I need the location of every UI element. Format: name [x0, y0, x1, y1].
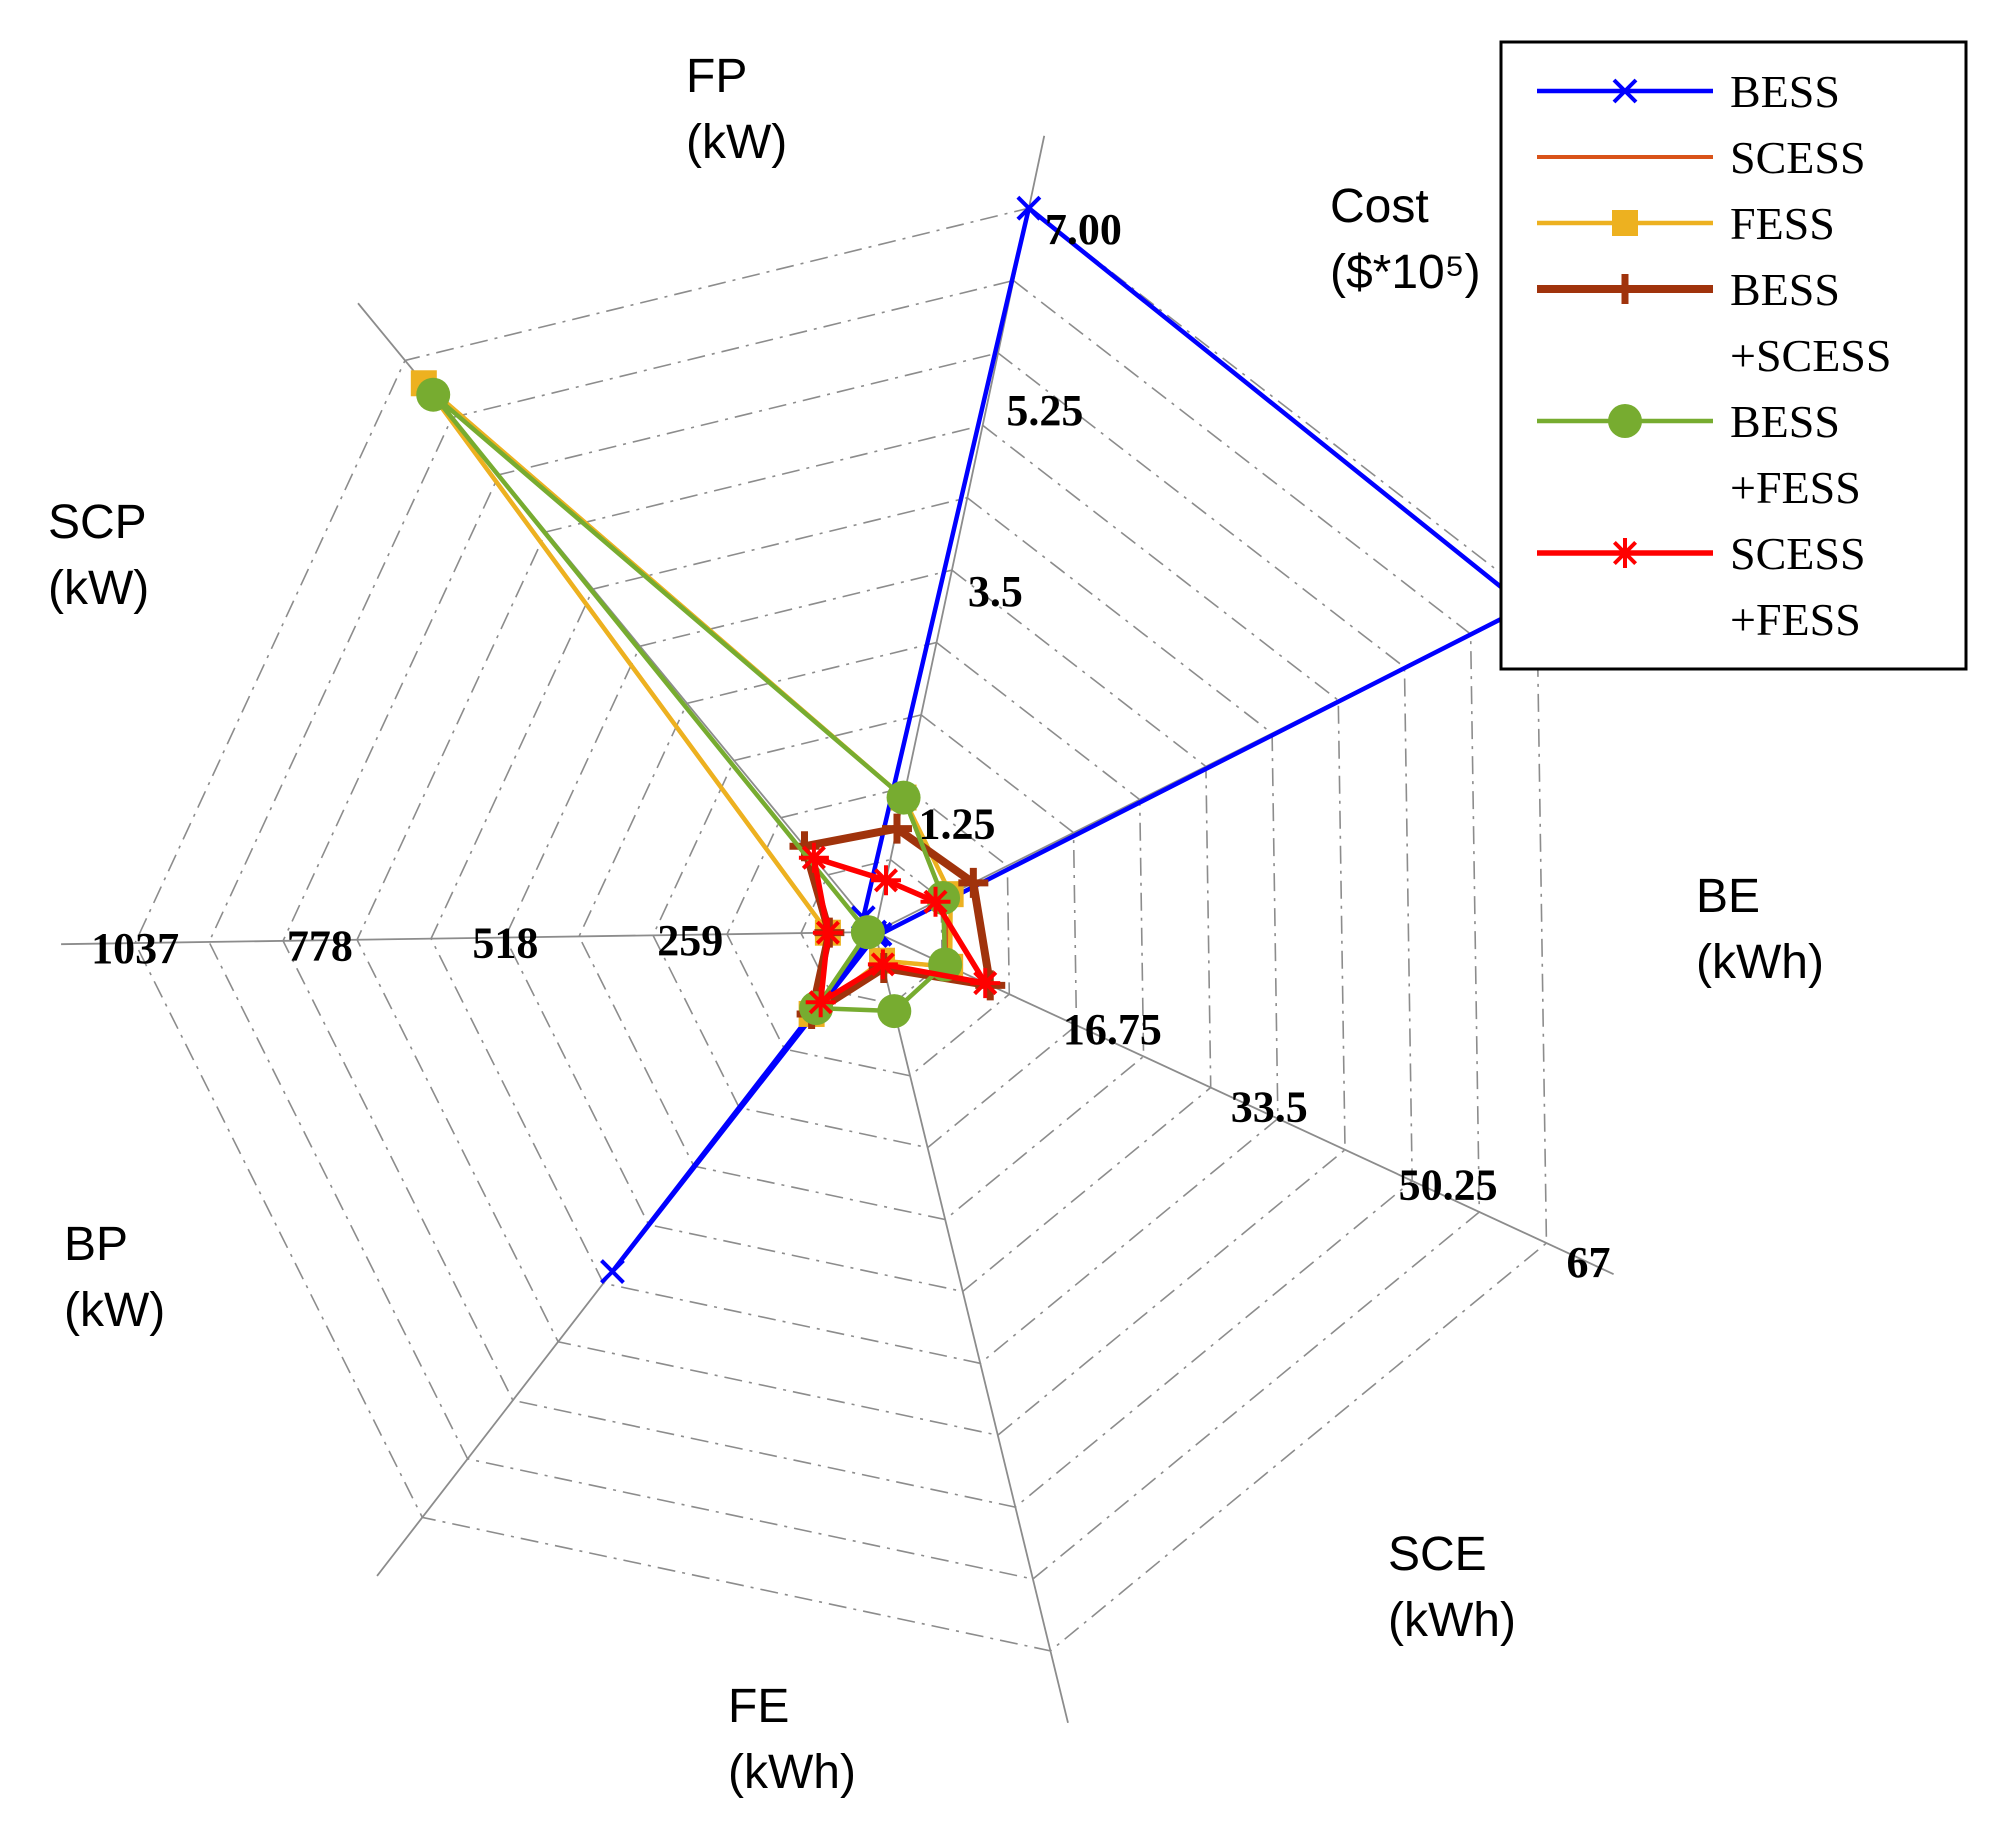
legend-entry-bess-fess: BESS +FESS [1537, 396, 1861, 513]
grid-ring [282, 352, 1413, 1508]
legend-entry-scess-fess: SCESS +FESS [1537, 528, 1866, 645]
legend-label: +FESS [1730, 462, 1861, 513]
grid-ring [208, 279, 1481, 1580]
axis-title-bp: BP [64, 1218, 128, 1271]
legend-label: FESS [1730, 198, 1835, 249]
tick-label-sce: 33.5 [1231, 1083, 1308, 1132]
legend-entry-bess-scess: BESS +SCESS [1537, 264, 1891, 381]
axis-title-sce: SCE [1388, 1528, 1487, 1581]
series-line [811, 854, 988, 1005]
data-point-circle-marker [416, 377, 451, 412]
data-point-asterisk-marker [867, 949, 898, 980]
tick-label-scp: 259 [657, 916, 723, 965]
axis-spoke-scp [61, 931, 876, 946]
axis-spoke-sce [874, 931, 1614, 1275]
legend-entry-bess: BESS [1537, 66, 1840, 117]
axis-title-cost: ($*10⁵) [1330, 246, 1481, 299]
axis-title-fp: FP [686, 50, 747, 103]
data-point-asterisk-marker [805, 987, 836, 1018]
data-point-plus-marker [958, 867, 989, 898]
data-point-circle-marker [886, 780, 921, 815]
data-point-asterisk-marker [798, 842, 829, 873]
tick-label-cost: 5.25 [1006, 386, 1083, 435]
data-point-x-marker [600, 1259, 625, 1284]
axis-title-scp: SCP [48, 496, 147, 549]
grid-ring [726, 786, 1011, 1077]
legend-label: BESS [1730, 264, 1840, 315]
data-point-circle-marker [850, 915, 885, 950]
tick-label-scp: 1037 [91, 924, 179, 973]
legend-label: BESS [1730, 66, 1840, 117]
data-point-plus-marker [881, 813, 912, 844]
data-point-asterisk-marker [1610, 538, 1640, 568]
axis-title-fp: (kW) [686, 116, 787, 169]
axis-title-bp: (kW) [64, 1284, 165, 1337]
tick-label-cost: 1.25 [918, 800, 995, 849]
legend-label: +SCESS [1730, 330, 1891, 381]
tick-label-sce: 67 [1566, 1238, 1610, 1287]
tick-label-cost: 3.5 [968, 567, 1023, 616]
legend-label: BESS [1730, 396, 1840, 447]
axis-title-fe: FE [728, 1680, 789, 1733]
data-point-x-marker [1016, 195, 1042, 221]
legend-box [1499, 40, 1968, 671]
axis-title-scp: (kW) [48, 562, 149, 615]
legend-label: SCESS [1730, 132, 1866, 183]
legend: BESS SCESS FESS BESS +SCESS BESS +FESS SCESS +FE… [1499, 40, 1968, 671]
data-point-plus-marker [1610, 274, 1640, 304]
data-point-asterisk-marker [920, 886, 951, 917]
tick-label-scp: 778 [287, 921, 353, 970]
legend-label: +FESS [1730, 594, 1861, 645]
axis-title-be: (kWh) [1696, 936, 1824, 989]
legend-entry-fess: FESS [1537, 198, 1835, 249]
data-point-circle-marker [1608, 404, 1642, 438]
grid-ring [430, 496, 1279, 1365]
axis-spoke-fe [874, 931, 1069, 1724]
tick-label-sce: 16.75 [1063, 1005, 1162, 1054]
axis-title-be: BE [1696, 870, 1760, 923]
data-point-asterisk-marker [970, 968, 1001, 999]
data-point-square-marker [1612, 210, 1638, 236]
tick-label-cost: 7.00 [1045, 205, 1122, 254]
series-layer [410, 195, 1538, 1284]
series-scess-fess [798, 842, 1001, 1018]
tick-label-scp: 518 [472, 919, 538, 968]
grid-ring [504, 569, 1212, 1293]
axis-title-sce: (kWh) [1388, 1594, 1516, 1647]
data-point-asterisk-marker [812, 917, 843, 948]
label-layer: 1.25 3.5 5.25 7.00 16.75 33.5 50.25 67 259 518 778… [48, 50, 1824, 1799]
data-point-circle-marker [877, 994, 912, 1029]
legend-label: SCESS [1730, 528, 1866, 579]
data-point-asterisk-marker [870, 865, 901, 896]
legend-entry-scess: SCESS [1537, 132, 1866, 183]
data-point-x-marker [1612, 78, 1638, 104]
axis-title-fe: (kWh) [728, 1746, 856, 1799]
grid-ring [134, 207, 1548, 1652]
tick-label-sce: 50.25 [1399, 1160, 1498, 1209]
axis-title-cost: Cost [1330, 180, 1429, 233]
